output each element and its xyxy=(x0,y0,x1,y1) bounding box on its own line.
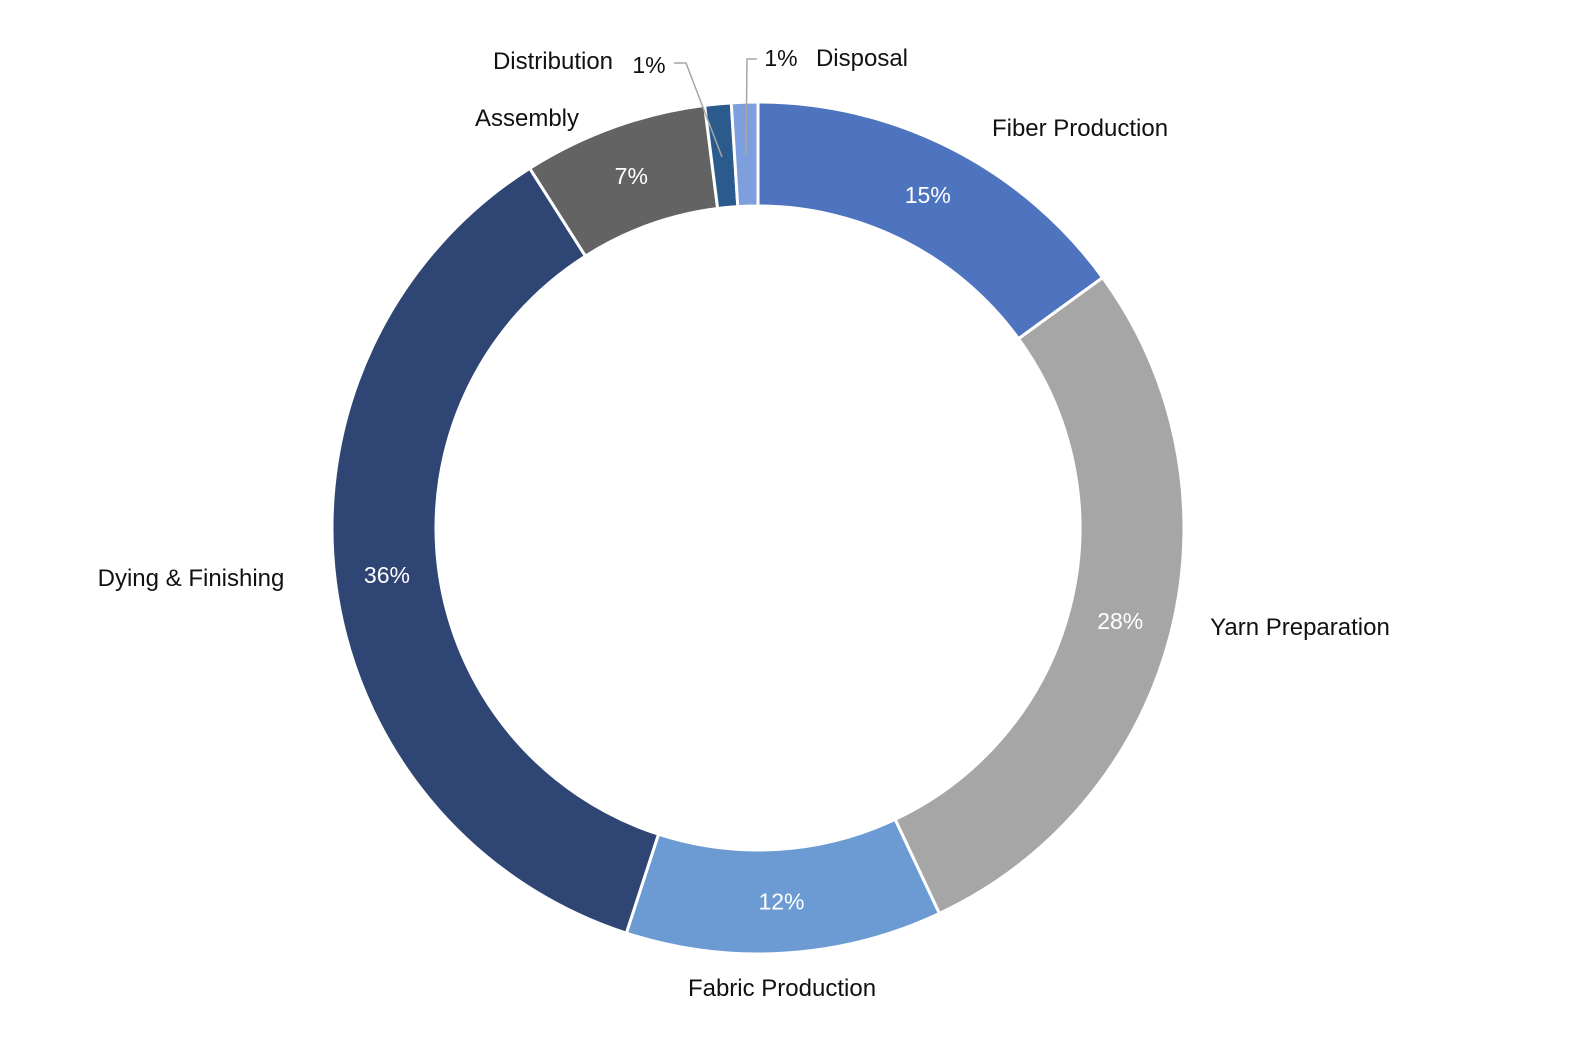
value-label-dying-and-finishing: 36% xyxy=(364,562,410,588)
leader-line-distribution xyxy=(674,62,723,158)
category-label-fabric-production: Fabric Production xyxy=(688,975,876,1002)
leader-line-disposal xyxy=(745,58,757,156)
slice-yarn-preparation xyxy=(893,275,1186,916)
slice-dying-and-finishing xyxy=(330,166,661,936)
value-label-fiber-production: 15% xyxy=(905,182,951,208)
value-label-distribution: 1% xyxy=(632,52,665,78)
category-label-fiber-production: Fiber Production xyxy=(992,115,1168,142)
leader-lines xyxy=(674,58,757,158)
slice-disposal xyxy=(729,100,760,209)
category-label-assembly: Assembly xyxy=(475,105,579,132)
category-label-disposal: Disposal xyxy=(816,45,908,72)
category-label-distribution: Distribution xyxy=(493,48,613,75)
value-label-assembly: 7% xyxy=(615,163,648,189)
value-label-disposal: 1% xyxy=(764,45,797,71)
slice-fabric-production xyxy=(624,817,942,956)
category-label-yarn-preparation: Yarn Preparation xyxy=(1210,614,1390,641)
value-label-fabric-production: 12% xyxy=(758,888,804,914)
category-label-dying-and-finishing: Dying & Finishing xyxy=(98,565,285,592)
donut-slices xyxy=(330,100,1186,956)
value-label-yarn-preparation: 28% xyxy=(1097,608,1143,634)
data-labels: Fiber Production 15% Yarn Preparation 28% Fa… xyxy=(98,45,1390,1002)
